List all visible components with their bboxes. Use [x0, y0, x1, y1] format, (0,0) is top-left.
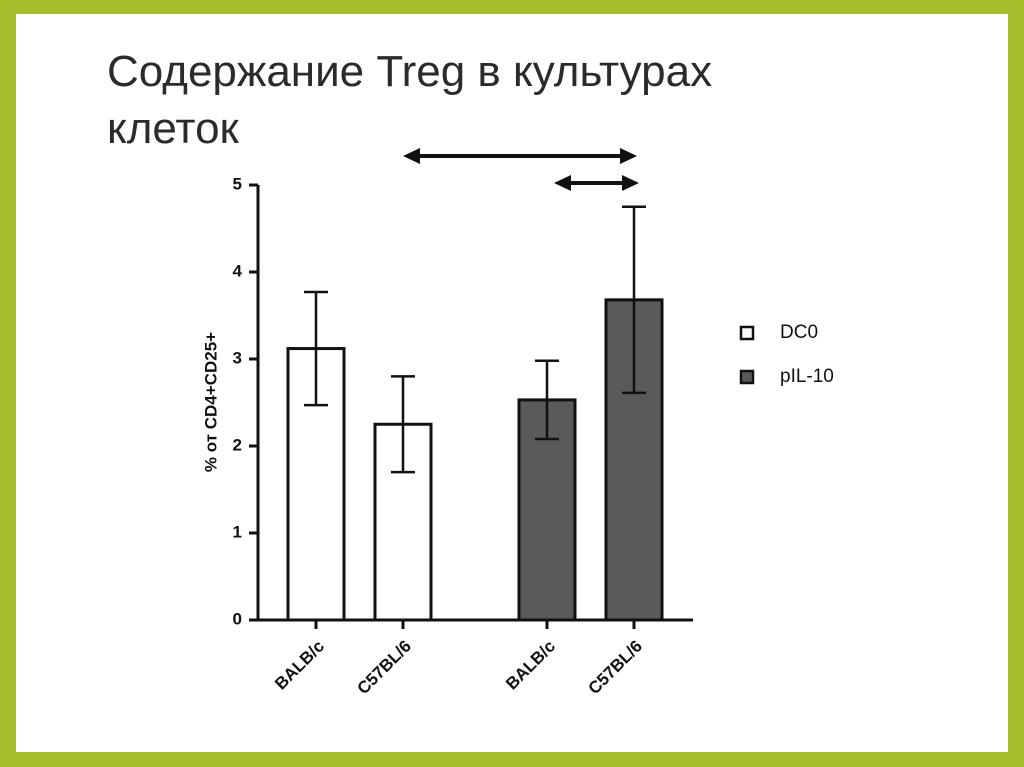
y-axis-label: % от CD4+CD25+ — [201, 332, 220, 472]
comparison-arrows — [403, 148, 639, 191]
y-tick-label: 2 — [233, 435, 242, 454]
y-tick-label: 3 — [233, 348, 242, 367]
legend-swatch — [739, 325, 755, 341]
y-tick-label: 4 — [233, 261, 243, 280]
legend-swatch — [739, 369, 755, 385]
y-tick-label: 1 — [233, 522, 242, 541]
y-tick-label: 0 — [233, 609, 242, 628]
slide-title: клеток — [107, 104, 240, 153]
legend-label: pIL-10 — [780, 366, 834, 387]
legend-label: DC0 — [780, 322, 818, 343]
slide-background — [16, 14, 1008, 752]
y-tick-label: 5 — [233, 174, 242, 193]
slide-title: Содержание Treg в культурах — [107, 47, 712, 96]
